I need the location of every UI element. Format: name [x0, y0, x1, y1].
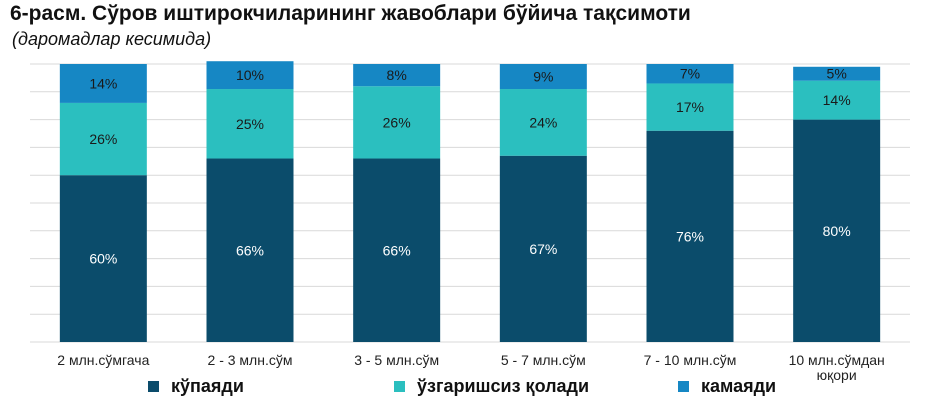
bar-segment	[646, 64, 734, 84]
bar-segment	[59, 175, 147, 342]
bar-segment	[206, 89, 294, 159]
legend-item: кўпаяди	[148, 376, 244, 397]
chart-title: 6-расм. Сўров иштирокчиларининг жавоблар…	[10, 2, 691, 25]
bar-segment	[793, 66, 881, 81]
data-label: 80%	[823, 223, 851, 239]
bar-segment	[793, 119, 881, 342]
legend-item: камаяди	[678, 376, 776, 397]
legend-label: кўпаяди	[171, 376, 244, 396]
legend-label: ўзгаришсиз қолади	[417, 376, 590, 396]
x-tick-label: 7 - 10 млн.сўм	[644, 352, 737, 368]
bar-segment	[59, 102, 147, 176]
data-label: 8%	[387, 67, 407, 83]
bar-segment	[353, 86, 441, 159]
data-label: 10%	[236, 67, 264, 83]
data-label: 60%	[89, 251, 117, 267]
data-label: 14%	[89, 75, 117, 91]
data-label: 26%	[89, 131, 117, 147]
bar-segment	[646, 83, 734, 131]
legend: кўпаяди ўзгаришсиз қолади камаяди	[0, 376, 934, 402]
bar-segment	[353, 64, 441, 87]
data-label: 26%	[383, 114, 411, 130]
bar-segment	[646, 130, 734, 342]
bar-segment	[206, 158, 294, 342]
x-tick-label: 10 млн.сўмдан юқори	[789, 352, 885, 383]
bar-segment	[206, 61, 294, 90]
legend-swatch	[678, 381, 689, 392]
data-label: 66%	[236, 242, 264, 258]
data-label: 25%	[236, 116, 264, 132]
x-tick-label: 2 - 3 млн.сўм	[208, 352, 293, 368]
bar-segment	[499, 64, 587, 90]
bar-segment	[499, 89, 587, 156]
data-label: 67%	[529, 241, 557, 257]
x-tick-label: 2 млн.сўмгача	[57, 352, 149, 368]
data-label: 9%	[533, 69, 553, 85]
bar-segment	[59, 64, 147, 103]
legend-swatch	[394, 381, 405, 392]
data-label: 24%	[529, 114, 557, 130]
data-label: 5%	[827, 66, 847, 82]
bar-segment	[353, 158, 441, 342]
legend-item: ўзгаришсиз қолади	[394, 376, 589, 397]
data-label: 17%	[676, 99, 704, 115]
x-tick-label: 3 - 5 млн.сўм	[354, 352, 439, 368]
legend-label: камаяди	[701, 376, 777, 396]
bar-segment	[793, 80, 881, 120]
bar-segment	[499, 155, 587, 342]
chart-subtitle: (даромадлар кесимида)	[12, 29, 212, 49]
data-label: 7%	[680, 66, 700, 82]
legend-swatch	[148, 381, 159, 392]
data-label: 76%	[676, 228, 704, 244]
data-label: 14%	[823, 92, 851, 108]
data-label: 66%	[383, 242, 411, 258]
x-tick-label: 5 - 7 млн.сўм	[501, 352, 586, 368]
